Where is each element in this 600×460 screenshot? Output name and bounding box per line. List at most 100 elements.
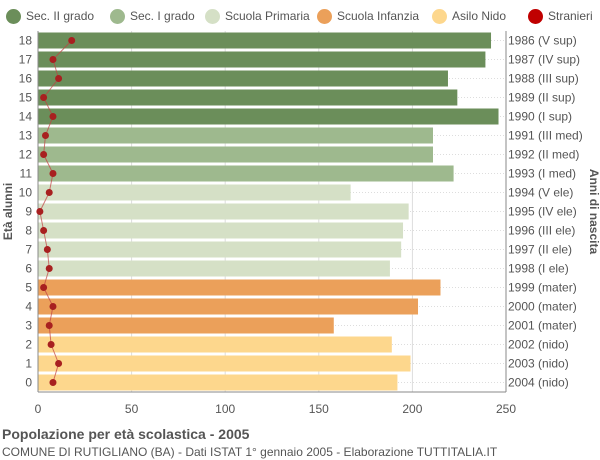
y-tick-label: 14: [19, 110, 33, 124]
x-tick-label: 150: [309, 402, 329, 416]
legend-label: Sec. II grado: [26, 9, 95, 23]
stranieri-point: [40, 284, 48, 291]
y-tick-label: 6: [25, 262, 32, 276]
birth-year-label: 2004 (nido): [508, 376, 569, 390]
y-axis-title-right: Anni di nascita: [587, 169, 600, 255]
bar: [38, 260, 390, 277]
legend: Sec. II grado Sec. I grado Scuola Primaria…: [0, 6, 600, 26]
y-tick-label: 9: [25, 205, 32, 219]
stranieri-point: [40, 151, 48, 158]
y-tick-label: 5: [25, 281, 32, 295]
legend-item: Scuola Infanzia: [317, 6, 419, 26]
bar: [38, 222, 404, 239]
legend-label: Scuola Infanzia: [337, 9, 420, 23]
bar: [38, 89, 458, 106]
y-tick-label: 13: [19, 129, 33, 143]
legend-swatch: [432, 8, 447, 24]
bar: [38, 317, 334, 334]
y-tick-label: 18: [19, 34, 33, 48]
legend-swatch: [110, 8, 125, 24]
birth-year-label: 2001 (mater): [508, 319, 577, 333]
y-tick-label: 16: [19, 72, 33, 86]
y-tick-label: 10: [19, 186, 33, 200]
birth-year-label: 1988 (III sup): [508, 72, 579, 86]
birth-year-label: 2000 (mater): [508, 300, 577, 314]
bar: [38, 184, 351, 201]
birth-year-label: 1986 (V sup): [508, 34, 577, 48]
birth-year-label: 1992 (II med): [508, 148, 579, 162]
x-tick-label: 200: [402, 402, 422, 416]
bar: [38, 51, 486, 68]
bar: [38, 146, 433, 163]
legend-swatch: [205, 8, 220, 24]
legend-label: Sec. I grado: [130, 9, 195, 23]
y-axis-title: Età alunni: [1, 183, 15, 240]
stranieri-point: [55, 360, 63, 367]
stranieri-point: [55, 75, 63, 82]
y-tick-label: 3: [25, 319, 32, 333]
legend-label: Asilo Nido: [452, 9, 507, 23]
bar: [38, 127, 433, 144]
y-tick-label: 0: [25, 376, 32, 390]
stranieri-point: [47, 341, 55, 348]
bar: [38, 279, 441, 296]
y-tick-label: 17: [19, 53, 33, 67]
y-tick-label: 11: [20, 167, 33, 181]
bar: [38, 203, 409, 220]
stranieri-point: [49, 303, 57, 310]
birth-year-label: 1987 (IV sup): [508, 53, 580, 67]
birth-year-label: 1995 (IV ele): [508, 205, 577, 219]
bar: [38, 165, 454, 182]
birth-year-label: 2002 (nido): [508, 338, 569, 352]
y-tick-label: 2: [25, 338, 32, 352]
birth-year-label: 1999 (mater): [508, 281, 577, 295]
birth-year-label: 1990 (I sup): [508, 110, 572, 124]
bar: [38, 70, 448, 87]
birth-year-label: 1994 (V ele): [508, 186, 573, 200]
bar: [38, 336, 392, 353]
stranieri-point: [40, 94, 48, 101]
stranieri-point: [41, 132, 49, 139]
x-tick-label: 100: [215, 402, 235, 416]
legend-item: Stranieri: [528, 6, 593, 26]
bar: [38, 374, 398, 391]
y-tick-label: 7: [25, 243, 32, 257]
stranieri-point: [49, 379, 57, 386]
stranieri-point: [45, 189, 53, 196]
x-tick-label: 0: [35, 402, 42, 416]
birth-year-label: 1991 (III med): [508, 129, 583, 143]
stranieri-point: [36, 208, 44, 215]
legend-label: Stranieri: [548, 9, 593, 23]
stranieri-point: [45, 322, 53, 329]
legend-swatch: [6, 8, 21, 24]
x-tick-label: 250: [496, 402, 516, 416]
birth-year-label: 1996 (III ele): [508, 224, 575, 238]
y-tick-label: 15: [19, 91, 33, 105]
chart-subtitle: COMUNE DI RUTIGLIANO (BA) - Dati ISTAT 1…: [2, 445, 498, 459]
bar: [38, 355, 411, 372]
birth-year-label: 1998 (I ele): [508, 262, 569, 276]
y-tick-label: 12: [19, 148, 33, 162]
x-tick-label: 50: [125, 402, 139, 416]
stranieri-point: [49, 170, 57, 177]
bar: [38, 108, 499, 125]
bar: [38, 241, 402, 258]
legend-swatch: [317, 8, 332, 24]
y-tick-label: 8: [25, 224, 32, 238]
birth-year-label: 1993 (I med): [508, 167, 576, 181]
birth-year-label: 1997 (II ele): [508, 243, 572, 257]
legend-swatch: [528, 8, 543, 24]
stranieri-point: [40, 227, 48, 234]
birth-year-label: 1989 (II sup): [508, 91, 575, 105]
bar: [38, 32, 492, 49]
y-tick-label: 4: [25, 300, 32, 314]
chart-title: Popolazione per età scolastica - 2005: [2, 426, 250, 442]
legend-item: Sec. I grado: [110, 6, 195, 26]
stranieri-point: [49, 113, 57, 120]
legend-item: Sec. II grado: [6, 6, 94, 26]
bar: [38, 298, 419, 315]
stranieri-point: [68, 37, 76, 44]
stranieri-point: [49, 56, 57, 63]
stranieri-point: [43, 246, 51, 253]
legend-label: Scuola Primaria: [225, 9, 310, 23]
